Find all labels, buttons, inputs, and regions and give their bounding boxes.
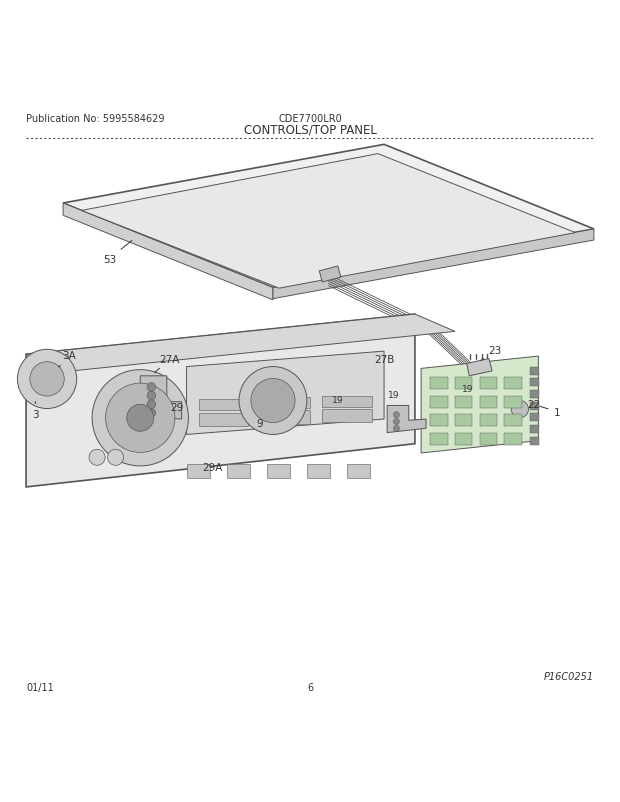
Circle shape xyxy=(105,383,175,453)
Text: 1: 1 xyxy=(540,407,560,417)
Text: 19: 19 xyxy=(462,384,473,393)
Circle shape xyxy=(107,450,123,466)
Bar xyxy=(199,399,248,411)
Polygon shape xyxy=(140,376,182,419)
Bar xyxy=(430,378,448,390)
Polygon shape xyxy=(387,406,426,433)
Circle shape xyxy=(147,383,156,391)
Text: 22: 22 xyxy=(527,399,540,410)
Polygon shape xyxy=(63,145,594,288)
Bar xyxy=(529,391,539,399)
Bar xyxy=(455,378,472,390)
Circle shape xyxy=(512,401,528,419)
Text: 3A: 3A xyxy=(59,351,76,367)
Bar xyxy=(199,413,248,427)
Circle shape xyxy=(147,409,156,418)
Bar xyxy=(260,397,310,408)
Circle shape xyxy=(239,367,307,435)
Text: 27B: 27B xyxy=(374,354,394,365)
Circle shape xyxy=(147,400,156,409)
Bar xyxy=(529,437,539,445)
Text: 19: 19 xyxy=(332,395,343,404)
Text: Publication No: 5995584629: Publication No: 5995584629 xyxy=(26,115,164,124)
Polygon shape xyxy=(319,266,341,282)
Text: 19: 19 xyxy=(388,391,399,399)
Bar xyxy=(322,396,372,407)
Bar xyxy=(480,433,497,445)
Bar xyxy=(529,414,539,422)
Bar xyxy=(505,396,521,408)
Bar xyxy=(455,396,472,408)
Polygon shape xyxy=(187,352,384,435)
Bar xyxy=(455,415,472,427)
Circle shape xyxy=(393,412,399,419)
Circle shape xyxy=(251,379,295,423)
Polygon shape xyxy=(26,314,415,488)
Polygon shape xyxy=(63,204,273,301)
Text: 6: 6 xyxy=(307,682,313,692)
Text: 29: 29 xyxy=(170,402,184,412)
Bar xyxy=(455,433,472,445)
Polygon shape xyxy=(273,229,594,299)
Text: 01/11: 01/11 xyxy=(26,682,54,692)
Polygon shape xyxy=(421,357,538,453)
Bar xyxy=(267,464,290,478)
Bar xyxy=(347,464,371,478)
Text: 23: 23 xyxy=(480,346,502,361)
Text: CDE7700LR0: CDE7700LR0 xyxy=(278,115,342,124)
Circle shape xyxy=(92,371,188,466)
Circle shape xyxy=(393,419,399,425)
Bar xyxy=(480,378,497,390)
Bar xyxy=(480,396,497,408)
Bar xyxy=(430,415,448,427)
Text: 3: 3 xyxy=(32,402,38,419)
Bar xyxy=(322,409,372,423)
Circle shape xyxy=(147,391,156,400)
Circle shape xyxy=(30,363,64,396)
Text: 27A: 27A xyxy=(154,354,180,373)
Bar xyxy=(529,367,539,375)
Bar xyxy=(505,415,521,427)
Bar xyxy=(227,464,250,478)
Text: 9: 9 xyxy=(256,418,263,428)
Polygon shape xyxy=(82,155,575,289)
Bar xyxy=(529,379,539,387)
Text: 29A: 29A xyxy=(202,463,223,472)
Bar xyxy=(430,396,448,408)
Bar xyxy=(480,415,497,427)
Text: ReplacementParts.com: ReplacementParts.com xyxy=(230,394,390,408)
Bar xyxy=(260,411,310,424)
Circle shape xyxy=(89,450,105,466)
Bar xyxy=(529,426,539,434)
Circle shape xyxy=(126,405,154,431)
Text: 53: 53 xyxy=(103,241,132,264)
Circle shape xyxy=(17,350,77,409)
Polygon shape xyxy=(26,314,455,372)
Bar xyxy=(307,464,330,478)
Bar xyxy=(187,464,210,478)
Bar xyxy=(430,433,448,445)
Polygon shape xyxy=(467,359,492,376)
Bar xyxy=(505,433,521,445)
Text: P16C0251: P16C0251 xyxy=(544,671,594,682)
Bar xyxy=(529,403,539,411)
Circle shape xyxy=(393,426,399,431)
Text: CONTROLS/TOP PANEL: CONTROLS/TOP PANEL xyxy=(244,124,376,136)
Bar xyxy=(505,378,521,390)
